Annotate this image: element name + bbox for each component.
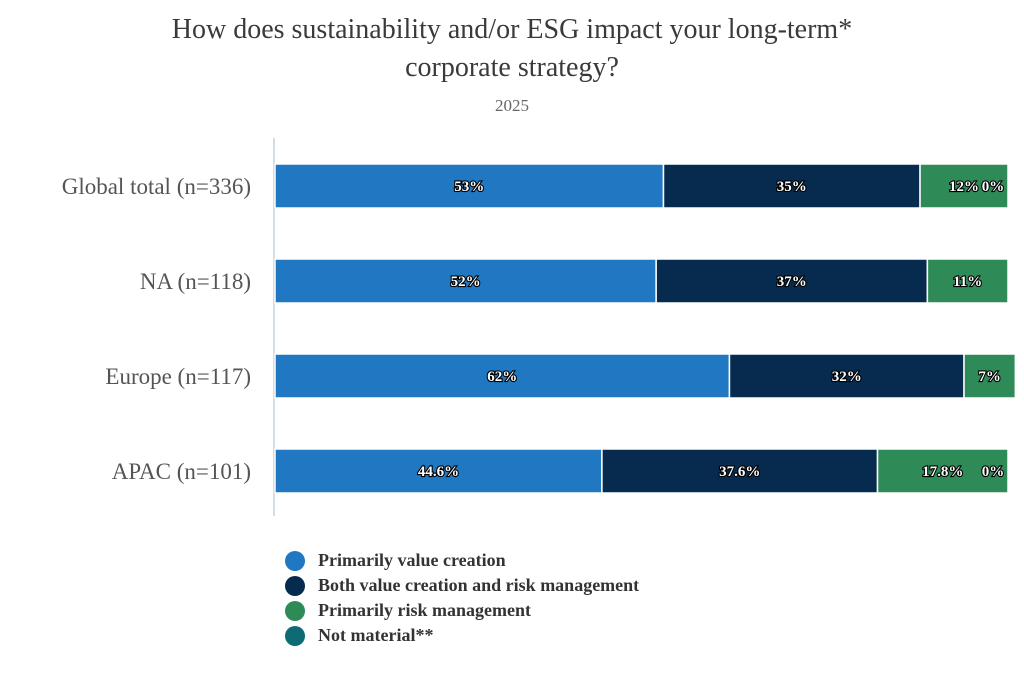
legend-item-value-creation: Primarily value creation [285,548,639,573]
bar-segment [274,258,657,304]
legend-swatch-not-material [285,625,305,646]
data-label: 11% [953,274,982,290]
bar-segment [274,353,731,399]
legend-swatch-both [285,575,305,596]
bar-segment [926,258,1009,304]
category-label: Europe (n=117) [105,364,251,389]
data-label: 17.8% [922,464,963,480]
legend-swatch-value-creation [285,550,305,571]
bar-segment [274,448,603,494]
data-label: 53% [454,179,484,195]
category-label: Global total (n=336) [62,174,251,199]
data-label: 0% [982,179,1005,195]
legend-label-risk-management: Primarily risk management [318,600,531,620]
category-label: APAC (n=101) [112,459,251,484]
data-label: 7% [978,369,1001,385]
category-label: NA (n=118) [140,269,251,294]
legend-label-both: Both value creation and risk management [318,575,640,595]
data-label: 12% [949,179,979,195]
legend-item-both: Both value creation and risk management [285,573,639,598]
chart-subtitle: 2025 [495,96,529,115]
bar-segment [919,163,1009,209]
legend-label-not-material: Not material** [318,625,434,645]
chart-title-line-1: How does sustainability and/or ESG impac… [171,14,853,45]
data-label: 37% [777,274,807,290]
legend-label-value-creation: Primarily value creation [318,550,506,570]
legend: Primarily value creation Both value crea… [285,548,639,648]
bar-segment [963,353,1017,399]
legend-item-risk-management: Primarily risk management [285,598,639,623]
legend-item-not-material: Not material** [285,623,639,648]
bar-segment [876,448,1009,494]
data-label: 32% [832,369,862,385]
data-label: 44.6% [418,464,459,480]
bar-segment [728,353,965,399]
bar-segment [601,448,879,494]
chart-title-line-2: corporate strategy? [405,52,619,83]
bar-segment [274,163,665,209]
data-label: 52% [451,274,481,290]
data-label: 62% [487,369,517,385]
data-label: 37.6% [719,464,760,480]
legend-swatch-risk-management [285,600,305,621]
data-label: 35% [777,179,807,195]
data-label: 0% [982,464,1005,480]
